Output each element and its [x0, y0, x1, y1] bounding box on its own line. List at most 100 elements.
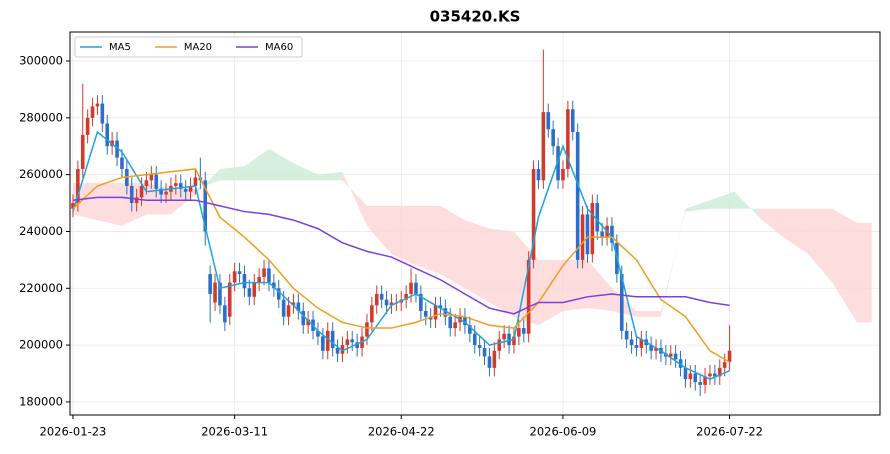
candle-body [257, 276, 261, 283]
candle-body [654, 347, 658, 351]
candle-body [566, 109, 570, 169]
candle-body [370, 305, 374, 323]
candle-body [242, 274, 247, 289]
cloud-segment [734, 191, 759, 218]
candle-body [100, 103, 105, 124]
candle-body [727, 350, 732, 363]
candle-body [649, 345, 653, 351]
cloud-segment [244, 149, 269, 181]
cloud-segment [219, 166, 245, 181]
y-tick-label: 220000 [19, 281, 63, 295]
candle-body [590, 203, 595, 255]
candle-body [713, 373, 717, 377]
cloud-segment [464, 220, 490, 303]
candle-body [281, 299, 286, 317]
candle-body [717, 367, 722, 377]
candle-body [487, 356, 492, 368]
candle-body [575, 132, 580, 260]
candle-body [80, 134, 85, 169]
candle-body [350, 339, 355, 343]
candle-body [556, 146, 560, 181]
candle-body [306, 319, 310, 326]
candle-body [521, 328, 526, 334]
cloud-segment [293, 163, 318, 181]
candle-body [477, 345, 482, 348]
candle-body [76, 168, 80, 204]
cloud-segment [440, 205, 465, 289]
candle-body [355, 342, 359, 348]
candle-body [443, 308, 448, 317]
candle-body [502, 333, 506, 340]
candle-body [463, 316, 467, 326]
candle-body [722, 362, 727, 368]
candle-body [698, 382, 702, 385]
y-tick-label: 300000 [19, 53, 63, 67]
candle-body [330, 330, 335, 348]
candle-body [301, 311, 306, 326]
candle-body [321, 336, 325, 351]
candle-body [526, 259, 531, 334]
candle-body [472, 333, 477, 346]
candle-body [428, 316, 433, 320]
y-tick-label: 260000 [19, 167, 63, 181]
candle-body [595, 203, 600, 232]
candle-body [262, 268, 266, 277]
cloud-segment [342, 171, 367, 226]
cloud-segment [489, 228, 514, 317]
x-tick-label: 2026-04-22 [368, 425, 435, 439]
candle-body [536, 168, 541, 181]
candle-body [531, 168, 536, 260]
cloud-segment [685, 200, 710, 212]
candle-body [223, 305, 227, 323]
cloud-segment [807, 208, 833, 283]
candle-body [316, 330, 320, 337]
candle-body [673, 353, 678, 360]
candle-body [639, 339, 644, 348]
x-tick-label: 2026-03-11 [201, 425, 268, 439]
candle-body [374, 293, 379, 306]
candle-body [365, 322, 369, 337]
cloud-segment [146, 183, 171, 215]
candle-body [345, 339, 350, 346]
candle-body [296, 302, 301, 312]
candle-body [409, 282, 413, 294]
legend-label: MA20 [184, 42, 212, 53]
candle-body [389, 302, 394, 306]
chart-title: 035420.KS [430, 8, 521, 26]
candle-body [120, 157, 124, 169]
candle-body [154, 174, 159, 189]
candle-body [580, 214, 585, 260]
candle-body [139, 185, 144, 198]
candle-body [688, 373, 693, 380]
candle-body [232, 271, 237, 283]
candle-body [629, 339, 634, 346]
plot-frame [69, 31, 881, 416]
candle-body [379, 293, 384, 300]
cloud-segment [783, 208, 808, 255]
candle-body [708, 373, 712, 377]
cloud-segment [366, 205, 392, 255]
candle-body [619, 274, 624, 331]
x-tick-label: 2026-07-22 [696, 425, 763, 439]
candle-body [193, 177, 198, 186]
candle-body [512, 336, 516, 346]
cloud-segment [97, 183, 122, 226]
cloud-segment [856, 222, 872, 323]
ma-line [72, 196, 730, 315]
candle-body [683, 367, 688, 380]
cloud-segment [170, 188, 196, 215]
candle-body [213, 282, 217, 303]
candle-body [610, 225, 614, 243]
candle-body [144, 180, 149, 186]
candle-body [624, 330, 629, 340]
cloud-segment [832, 208, 857, 323]
candle-body [105, 123, 110, 147]
candle-body [149, 174, 154, 181]
candle-body [585, 214, 590, 255]
candle-body [507, 333, 511, 346]
cloud-segment [562, 259, 588, 312]
cloud-segment [636, 311, 661, 317]
candle-body [433, 305, 438, 320]
candle-body [384, 299, 389, 306]
